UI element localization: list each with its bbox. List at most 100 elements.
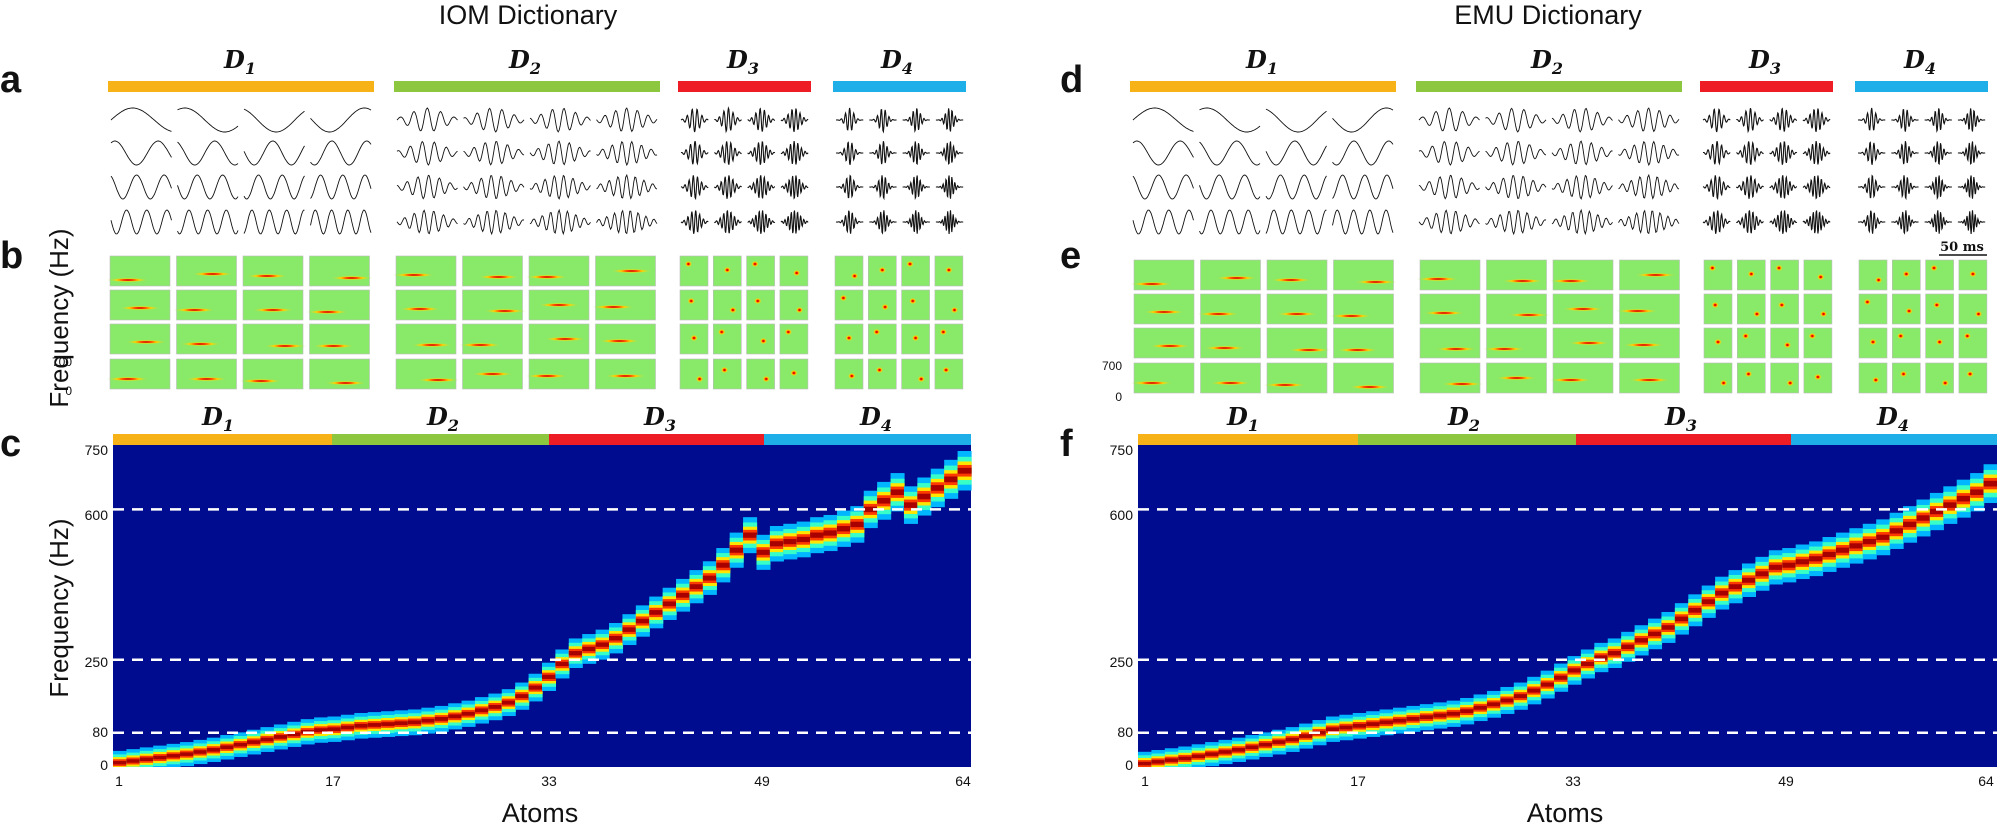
heatmap-cell	[1446, 711, 1461, 716]
waveform-atom	[1551, 174, 1613, 200]
tf-tile	[679, 289, 709, 321]
tf-energy-blob	[1628, 377, 1671, 383]
tf-tile	[901, 255, 930, 287]
tf-energy-blob	[610, 268, 653, 274]
waveform-atom	[935, 175, 964, 199]
tf-tile	[242, 289, 304, 321]
waveform-atom	[1769, 175, 1798, 199]
heatmap-cell	[488, 704, 503, 709]
hm-group-label-d4: D4	[859, 402, 892, 435]
heatmap-cell	[220, 745, 235, 750]
tf-energy-blob	[1336, 347, 1379, 353]
heatmap-cell	[153, 755, 168, 760]
tf-tile	[1958, 362, 1988, 394]
tf-tile	[176, 289, 237, 321]
tf-energy-blob	[107, 277, 149, 283]
heatmap-cell	[1943, 502, 1958, 508]
waveform-atom	[1769, 107, 1798, 132]
heatmap-cell	[1741, 577, 1756, 583]
heatmap-cell	[1352, 723, 1367, 728]
tf-energy-blob	[1871, 376, 1880, 384]
heatmap-cell	[1728, 584, 1743, 590]
tf-energy-blob	[1808, 332, 1817, 340]
waveform-atom	[1551, 140, 1613, 166]
waveform-atom	[1769, 141, 1798, 165]
hm-group-label-d2: D2	[1447, 402, 1480, 435]
waveform-atom	[1957, 108, 1986, 132]
tf-energy-blob	[1330, 313, 1373, 319]
heatmap-cell	[1272, 740, 1287, 744]
waveform-atom	[1199, 174, 1261, 200]
group-label-d2: D2	[1530, 45, 1563, 78]
tf-energy-blob	[944, 266, 953, 274]
hm-group-label-d1: D1	[201, 402, 234, 435]
waveform-atom	[1418, 209, 1480, 235]
panel-letter-f: f	[1060, 423, 1073, 465]
tf-tick-0: 0	[1115, 390, 1122, 404]
waveform-atom	[1618, 173, 1680, 200]
heatmap-cell	[126, 759, 141, 763]
waveform-atom	[1957, 210, 1986, 234]
waveform-atom	[463, 209, 525, 236]
tf-tile	[1419, 362, 1481, 394]
waveform-atom	[1736, 210, 1764, 234]
heatmap-cell	[233, 742, 248, 747]
heatmap-cell	[542, 674, 557, 679]
heatmap-cell	[1191, 754, 1206, 759]
waveform-atom	[110, 174, 172, 200]
waveform-atom	[836, 141, 864, 165]
heatmap-cell	[1594, 655, 1609, 660]
hm-group-label-d3: D3	[1664, 402, 1697, 435]
tf-energy-blob	[1902, 270, 1911, 278]
tf-tile	[1925, 259, 1954, 291]
waveform-atom	[935, 210, 964, 234]
tf-tile	[1200, 259, 1261, 291]
hm-bar-d4	[1791, 434, 1997, 445]
tf-energy-blob	[878, 266, 887, 274]
group-label-d4: D4	[880, 45, 913, 78]
tf-energy-blob	[417, 377, 459, 383]
tf-energy-blob	[1264, 382, 1306, 388]
heatmap-ytick-600: 600	[85, 507, 109, 523]
heatmap-cell	[1406, 717, 1421, 721]
heatmap-cell	[1433, 713, 1448, 718]
tf-tile	[1133, 327, 1195, 359]
hm-bar-d2	[1358, 434, 1576, 445]
tf-energy-blob	[690, 334, 698, 342]
heatmap-cell	[796, 536, 811, 543]
tf-energy-blob	[1752, 310, 1761, 318]
tf-energy-blob	[125, 339, 167, 345]
tf-grid	[1131, 259, 1988, 394]
heatmap-cell	[1701, 599, 1716, 605]
tf-tile	[934, 358, 964, 390]
heatmap-cell	[944, 476, 959, 483]
tf-energy-blob	[1777, 301, 1786, 309]
heatmap-cell	[139, 757, 154, 762]
heatmap-cell	[1339, 725, 1354, 730]
heatmap-cell	[1688, 607, 1703, 613]
waveform-atom	[1736, 108, 1764, 134]
heatmap-cell	[783, 538, 798, 545]
waveform-atom	[177, 140, 239, 166]
tf-energy-blob	[939, 328, 948, 336]
heatmap-cell	[1876, 534, 1891, 540]
tf-tile	[1552, 259, 1614, 291]
heatmap-cell	[1366, 722, 1381, 726]
tf-tile	[1803, 293, 1833, 325]
tf-tile	[395, 289, 457, 321]
tf-energy-blob	[1143, 309, 1185, 315]
waveform-atom	[1924, 175, 1952, 201]
tf-tile	[1419, 327, 1481, 359]
waveform-atom	[869, 175, 897, 201]
waveform-atom	[1485, 141, 1547, 166]
waveform-atom	[1132, 107, 1194, 132]
heatmap-cell	[1849, 543, 1864, 549]
heatmap-cell	[1782, 562, 1797, 568]
waveform-atom	[1891, 141, 1919, 165]
waveform-atom	[902, 210, 930, 234]
group-label-d2: D2	[508, 45, 541, 78]
panel-iom: IOM Dictionary a b c D1 D2 D3 D4 Frequen…	[0, 0, 972, 828]
tf-tile	[1133, 362, 1195, 394]
tf-tile	[1803, 327, 1833, 359]
waveform-atom	[747, 210, 776, 234]
